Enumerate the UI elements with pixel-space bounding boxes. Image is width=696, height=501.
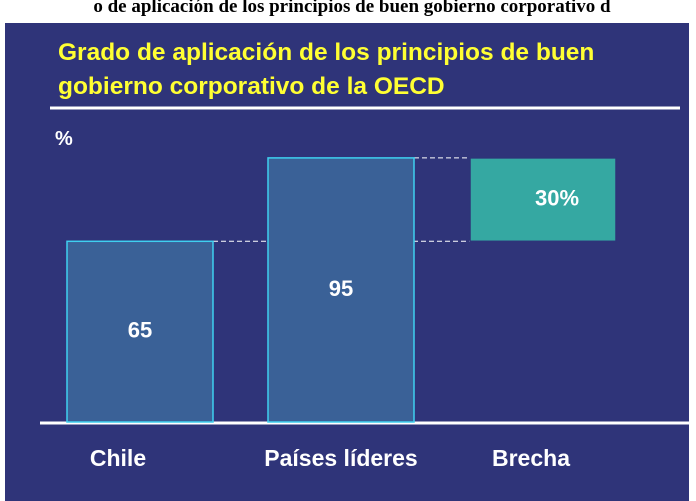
y-axis-label: %: [55, 128, 73, 150]
x-tick-label: Brecha: [492, 445, 570, 471]
bar: [66, 240, 214, 423]
x-tick-label: Países líderes: [264, 445, 418, 471]
chart-title: Grado de aplicación de los principios de…: [58, 39, 595, 100]
bar: [469, 157, 617, 243]
bar: [267, 157, 415, 423]
value-label: 65: [128, 317, 152, 342]
value-label: 95: [329, 276, 353, 301]
value-label: 30%: [535, 185, 579, 210]
x-tick-label: Chile: [89, 445, 147, 471]
header: o de aplicación de los principios de bue…: [93, 0, 611, 17]
